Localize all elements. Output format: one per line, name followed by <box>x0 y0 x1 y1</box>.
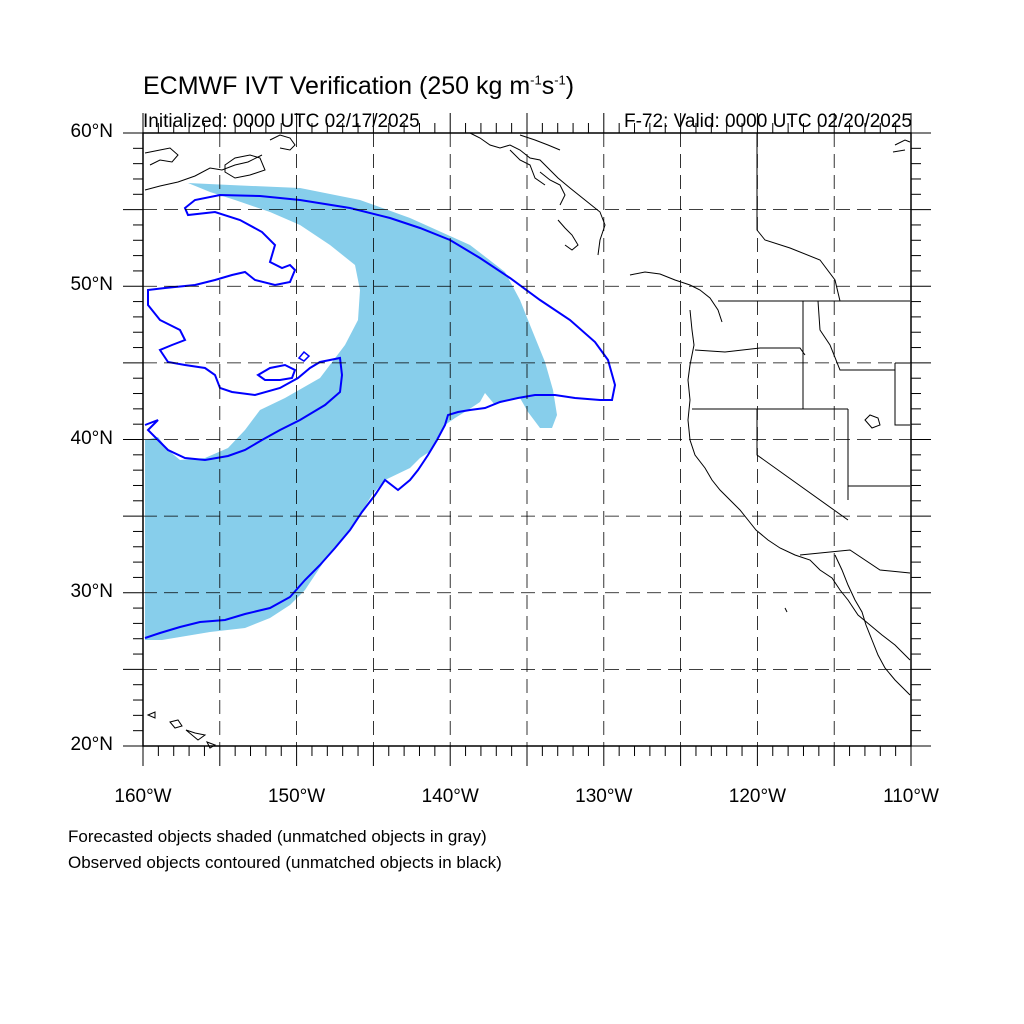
gridlines <box>143 133 911 746</box>
latitude-label: 40°N <box>71 428 113 450</box>
longitude-label: 110°W <box>875 786 947 808</box>
longitude-label: 150°W <box>261 786 333 808</box>
legend-observed-note: Observed objects contoured (unmatched ob… <box>68 853 502 873</box>
legend-forecast-note: Forecasted objects shaded (unmatched obj… <box>68 827 487 847</box>
longitude-label: 120°W <box>721 786 793 808</box>
latitude-label: 50°N <box>71 274 113 296</box>
observed-ivt-contour-small <box>299 352 309 361</box>
forecast-ivt-object <box>145 183 557 640</box>
latitude-label: 30°N <box>71 581 113 603</box>
longitude-label: 140°W <box>414 786 486 808</box>
longitude-label: 160°W <box>107 786 179 808</box>
latitude-label: 60°N <box>71 121 113 143</box>
latitude-label: 20°N <box>71 734 113 756</box>
longitude-label: 130°W <box>568 786 640 808</box>
observed-ivt-contour-island <box>258 365 295 380</box>
